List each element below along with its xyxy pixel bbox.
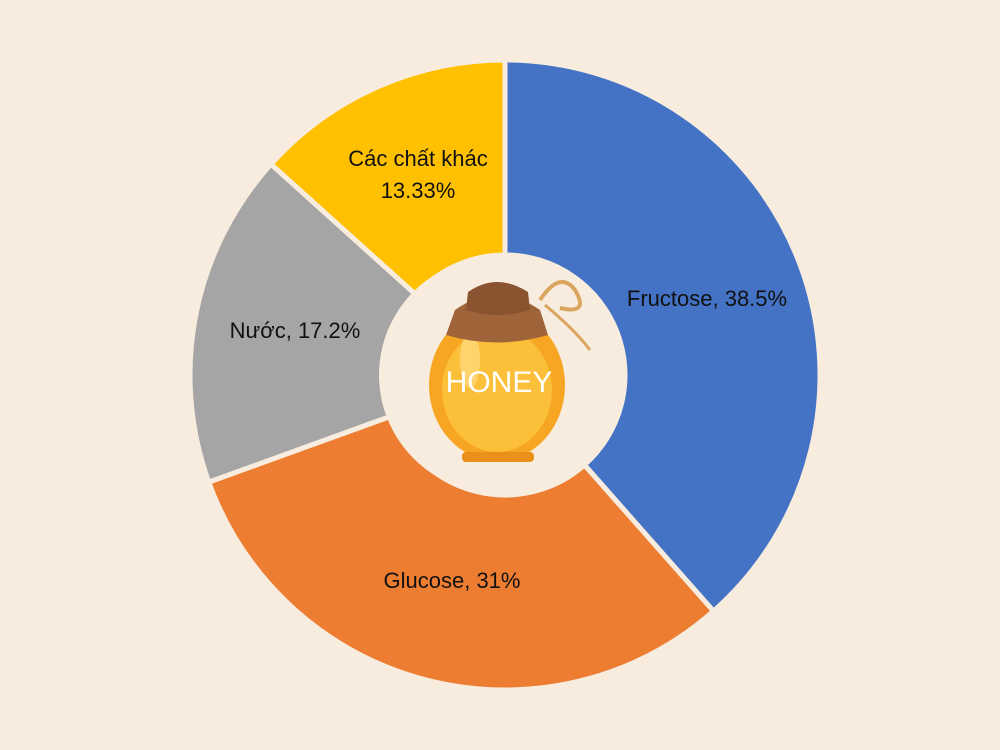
slice xyxy=(502,57,823,615)
data-label: Nước, 17.2% xyxy=(230,318,361,343)
slice xyxy=(205,412,718,693)
data-label: Glucose, 31% xyxy=(384,568,521,593)
honey-jar: HONEY xyxy=(429,280,592,462)
data-label: 13.33% xyxy=(381,178,456,203)
data-label: Fructose, 38.5% xyxy=(627,286,787,311)
jar-label: HONEY xyxy=(446,366,553,399)
data-label: Các chất khác xyxy=(348,146,487,171)
